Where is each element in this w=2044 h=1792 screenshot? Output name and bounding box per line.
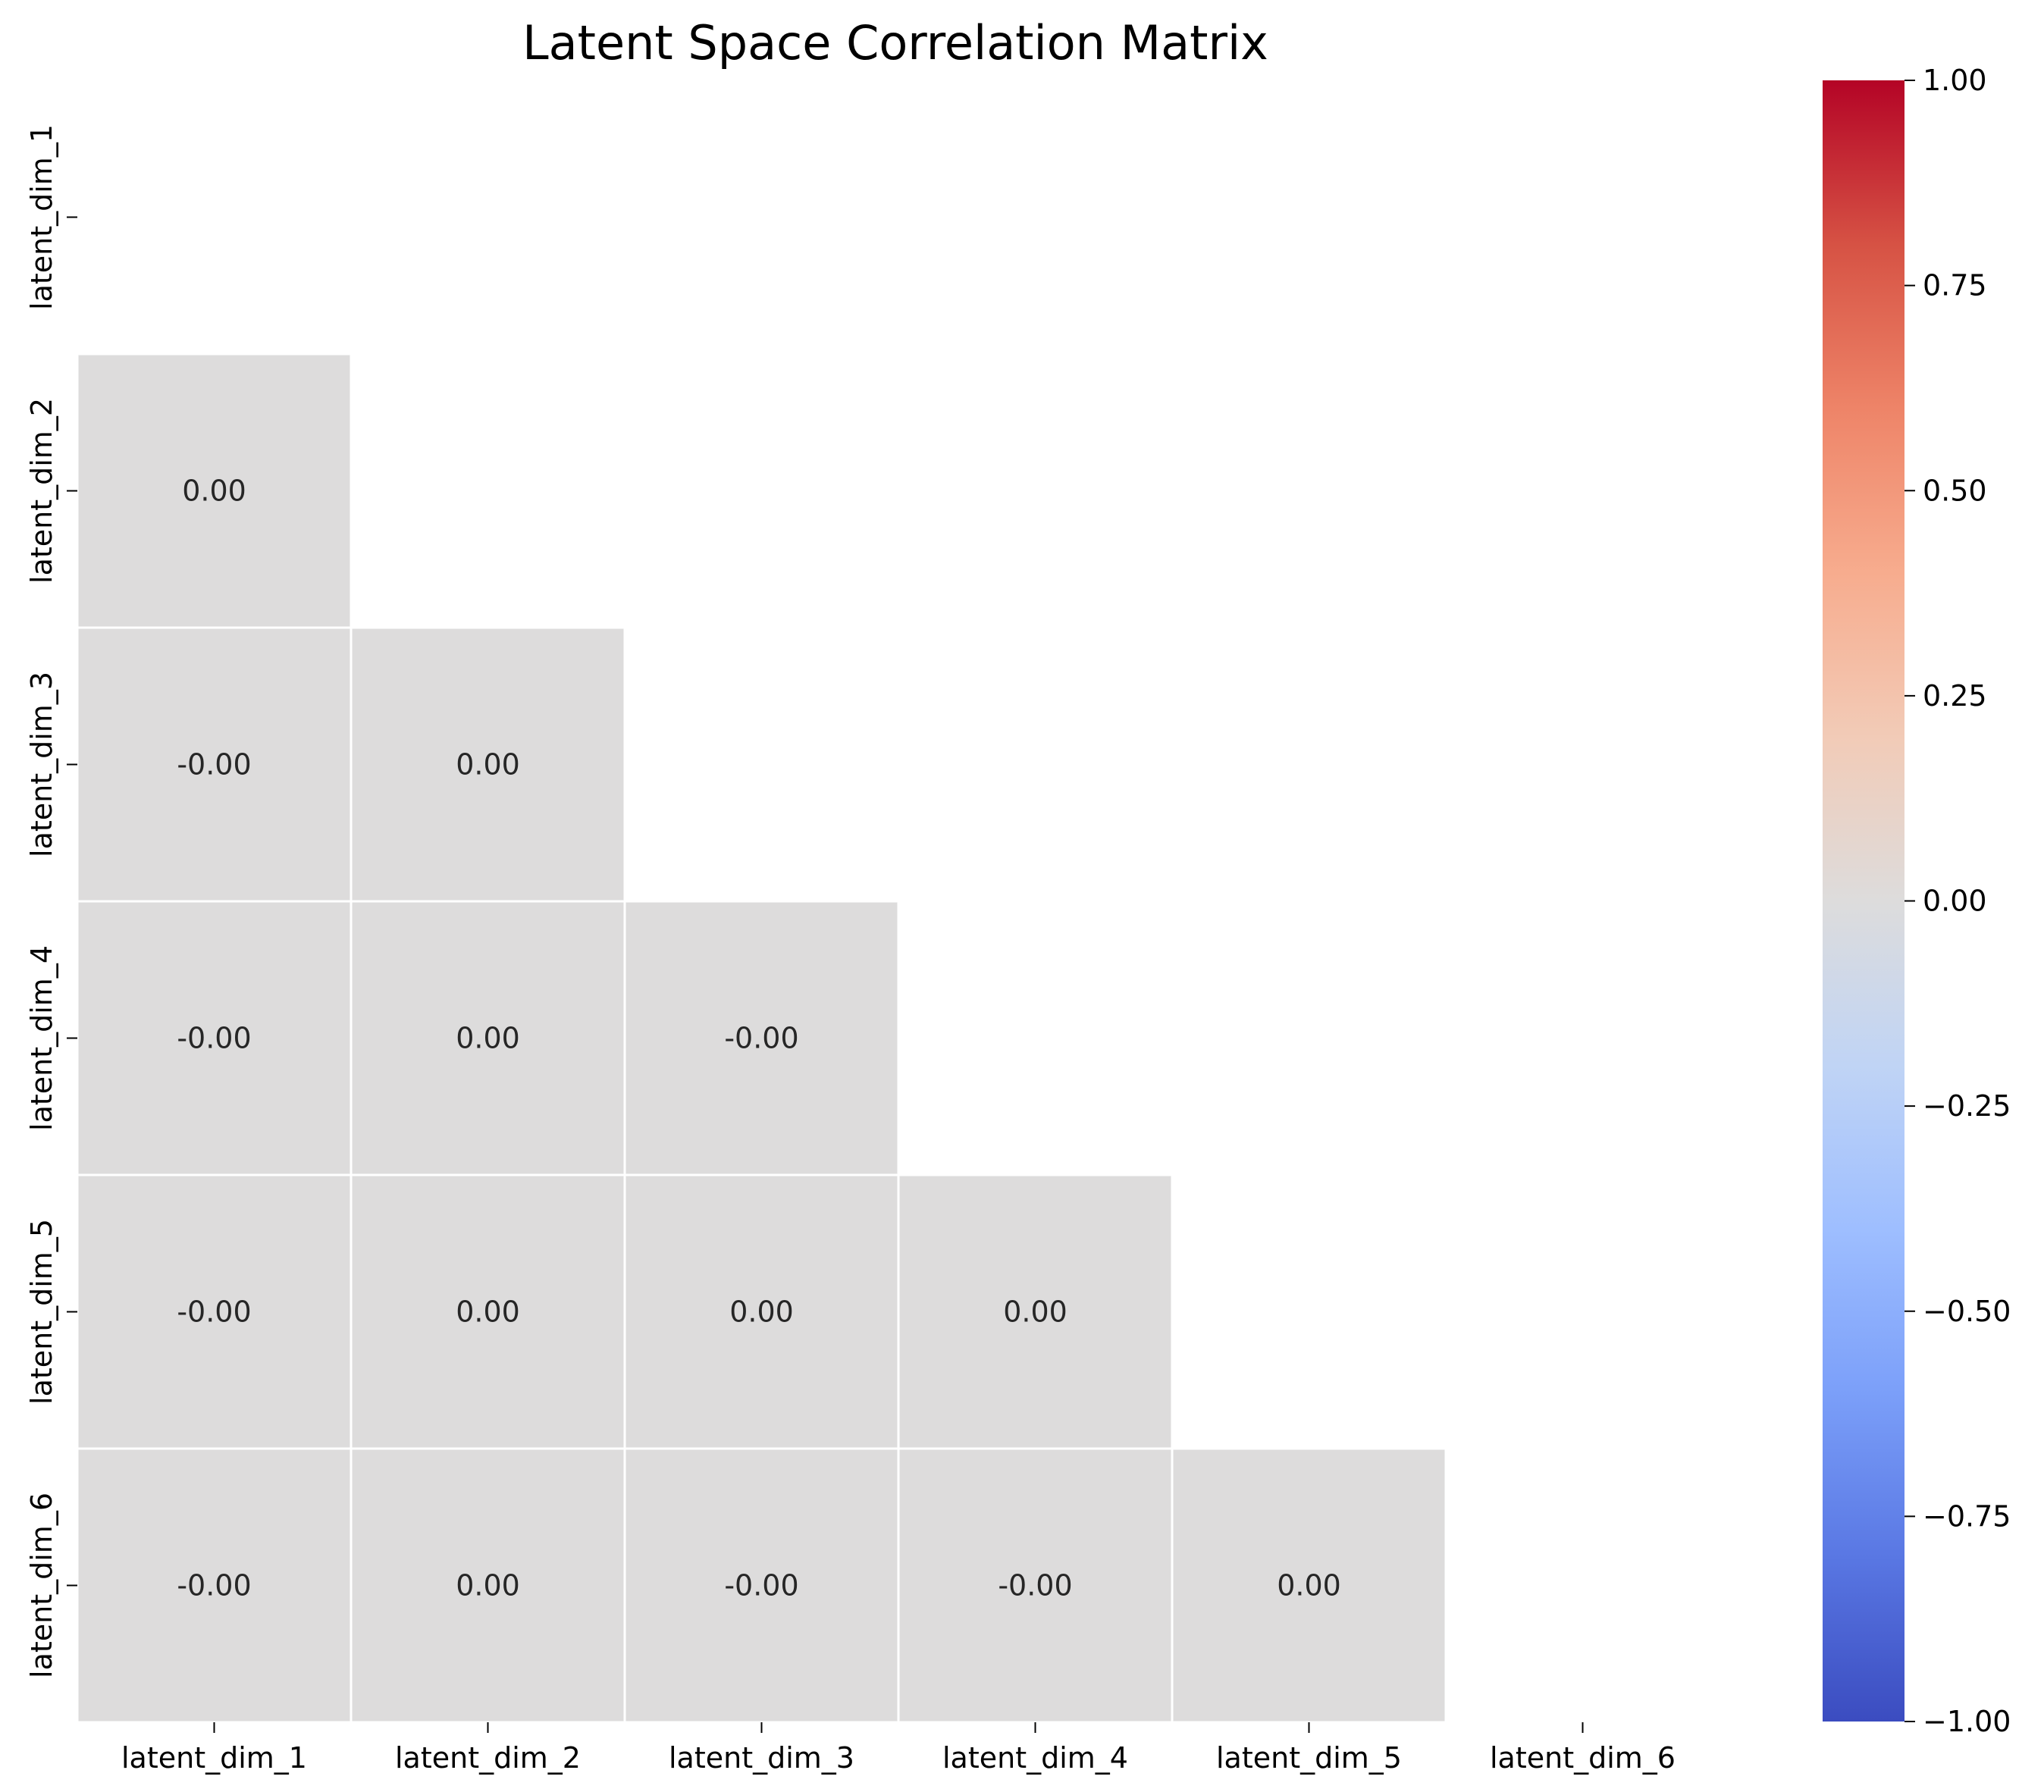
- colorbar-tick-label: −0.50: [1923, 1295, 2011, 1328]
- cell-value-label: -0.00: [998, 1569, 1072, 1602]
- y-tick-label: latent_dim_1: [25, 124, 58, 310]
- cell-value-label: -0.00: [177, 1295, 251, 1329]
- heatmap-cell: [625, 902, 898, 1174]
- cell-value-label: -0.00: [724, 1569, 798, 1602]
- x-tick-label: latent_dim_6: [1490, 1741, 1676, 1775]
- x-tick-label: latent_dim_3: [669, 1741, 854, 1775]
- colorbar: 1.00 0.75 0.50 0.25 0.00 −0.25 −0.50 −0.75 −1.00: [1823, 64, 2011, 1738]
- heatmap-cell: [352, 628, 624, 901]
- heatmap-cell: [899, 1176, 1171, 1448]
- x-tick-label: latent_dim_4: [942, 1741, 1128, 1775]
- y-tick-label: latent_dim_5: [25, 1219, 58, 1405]
- cell-value-label: 0.00: [1003, 1295, 1067, 1329]
- x-axis: latent_dim_1 latent_dim_2 latent_dim_3 late…: [121, 1722, 1676, 1775]
- colorbar-tick-label: 0.50: [1923, 474, 1987, 507]
- cell-value-label: 0.00: [182, 475, 246, 508]
- x-tick-label: latent_dim_2: [395, 1741, 581, 1775]
- cell-value-labels: 0.00 -0.00 0.00 -0.00 0.00 -0.00 -0.00 0.00 0.00…: [177, 475, 1340, 1602]
- heatmap-cell: [352, 1449, 624, 1722]
- y-tick-label: latent_dim_6: [25, 1493, 58, 1678]
- y-tick-label: latent_dim_3: [25, 672, 58, 857]
- heatmap-cells: [78, 355, 1445, 1722]
- cell-value-label: 0.00: [456, 1295, 520, 1329]
- x-tick-label: latent_dim_1: [121, 1741, 307, 1775]
- colorbar-tick-label: −0.25: [1923, 1089, 2011, 1123]
- heatmap-cell: [78, 1176, 350, 1448]
- colorbar-tick-label: 0.75: [1923, 269, 1987, 302]
- cell-value-label: -0.00: [177, 1569, 251, 1602]
- colorbar-tick-label: 0.00: [1923, 885, 1987, 918]
- cell-value-label: 0.00: [456, 748, 520, 782]
- y-tick-label: latent_dim_4: [25, 945, 58, 1131]
- cell-value-label: -0.00: [177, 1022, 251, 1055]
- heatmap-cell: [352, 1176, 624, 1448]
- x-tick-label: latent_dim_5: [1216, 1741, 1402, 1775]
- colorbar-tick-label: 0.25: [1923, 679, 1987, 713]
- cell-value-label: -0.00: [724, 1022, 798, 1055]
- heatmap-cell: [625, 1449, 898, 1722]
- heatmap-cell: [625, 1176, 898, 1448]
- cell-value-label: 0.00: [456, 1569, 520, 1602]
- heatmap-cell: [78, 355, 350, 627]
- heatmap-cell: [78, 628, 350, 901]
- cell-value-label: 0.00: [729, 1295, 794, 1329]
- heatmap-cell: [899, 1449, 1171, 1722]
- cell-value-label: -0.00: [177, 748, 251, 782]
- y-axis: latent_dim_1 latent_dim_2 latent_dim_3late…: [25, 124, 77, 1678]
- chart-title: Latent Space Correlation Matrix: [522, 15, 1268, 70]
- heatmap-cell: [1173, 1449, 1445, 1722]
- colorbar-tick-label: −0.75: [1923, 1499, 2011, 1533]
- y-tick-label: latent_dim_2: [25, 398, 58, 584]
- colorbar-gradient: [1823, 80, 1904, 1722]
- heatmap-cell: [352, 902, 624, 1174]
- colorbar-tick-label: −1.00: [1923, 1705, 2011, 1738]
- heatmap-cell: [78, 902, 350, 1174]
- cell-value-label: 0.00: [1277, 1569, 1341, 1602]
- colorbar-tick-label: 1.00: [1923, 64, 1987, 97]
- heatmap-cell: [78, 1449, 350, 1722]
- cell-value-label: 0.00: [456, 1022, 520, 1055]
